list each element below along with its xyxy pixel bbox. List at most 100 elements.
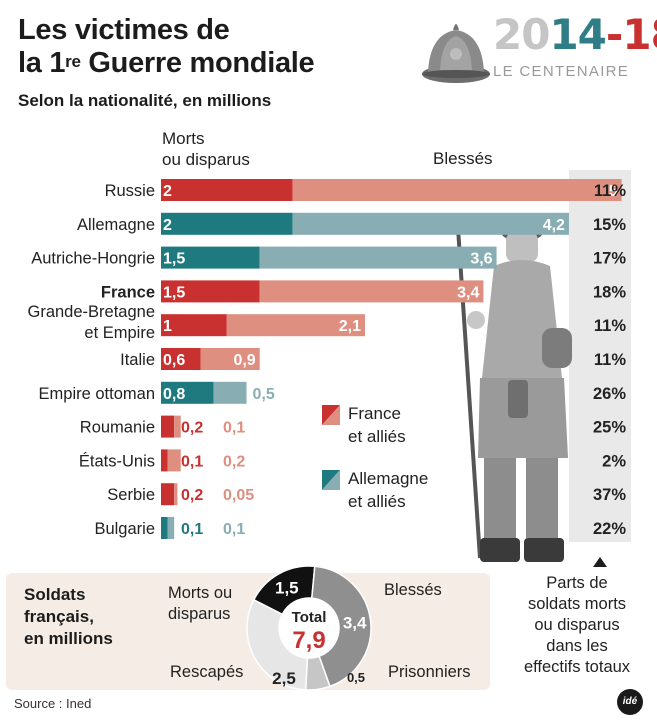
value-label-wounded: 3,6 [470,251,492,268]
donut-total-value: 7,9 [292,627,325,654]
percentage-label: 25% [593,419,626,437]
value-label-wounded: 0,1 [223,420,245,437]
legend-swatch-central [322,470,340,490]
donut-label-prisoners: Prisonniers [388,663,471,681]
category-label: Grande-Bretagne [28,303,156,321]
donut-label-dead-line: disparus [168,605,231,623]
percentage-label: 26% [593,385,626,403]
logo-tagline: LE CENTENAIRE [493,63,630,80]
value-label-wounded: 3,4 [457,284,479,301]
category-label: Autriche-Hongrie [31,250,155,268]
percentage-label: 11% [594,351,626,369]
bar-dead [161,348,201,370]
legend-swatch-allies [322,405,340,425]
bar-wounded [200,348,260,370]
victims-bar-chart: Russie Allemagne Autriche-Hongrie France Gra… [28,179,626,539]
chart-value-labels: 2 5 2 4,2 1,5 3,6 1,5 3,4 1 2,1 0,6 0,9 0,8 0,5 0,2 0,1… [163,183,618,538]
donut-label-dead-line: Morts ou [168,584,233,602]
category-label: France [101,283,155,301]
value-label-wounded: 0,9 [233,352,255,369]
value-label-dead: 1 [163,318,172,335]
panel-title-line: Soldats [24,585,86,604]
value-label-wounded: 2,1 [339,318,361,335]
donut-value-label: 0,5 [347,670,365,685]
bar-wounded [167,449,181,472]
value-label-dead: 0,2 [181,487,203,504]
category-label: Roumanie [80,419,155,437]
value-label-dead: 1,5 [163,284,185,301]
bar-dead [161,483,175,506]
panel-title-line: français, [24,607,94,626]
bar-dead [161,415,175,438]
title-line-2-start: la 1 [18,47,66,79]
category-label: Italie [120,351,155,369]
bar-dead [161,381,214,404]
value-label-dead: 0,1 [181,521,203,538]
value-label-dead: 0,8 [163,386,185,403]
helmet-icon [422,24,490,83]
value-label-wounded: 0,1 [223,521,245,538]
donut-segments [246,565,372,691]
logo-year-20: 20 [493,10,550,59]
percentage-label: 37% [593,486,626,504]
donut-label-wounded: Blessés [384,581,442,599]
page-title: Les victimes de la 1re Guerre mondiale [18,14,315,80]
bar-wounded [292,179,622,201]
value-label-wounded: 0,5 [253,386,275,403]
bar-wounded [226,314,365,337]
french-soldiers-title: Soldats français, en millions [24,584,113,650]
percent-caption-line: ou disparus [534,616,620,634]
value-label-dead: 1,5 [163,251,185,268]
legend-label-central: Allemagne et alliés [348,467,428,513]
percent-caption-line: Parts de [546,574,608,592]
value-label-dead: 0,1 [181,453,203,470]
donut-total-label: Total [292,609,327,626]
bar-wounded [292,212,569,235]
donut-label-survivors: Rescapés [170,663,244,681]
column-header-dead: Morts ou disparus [162,128,250,170]
bar-wounded [167,517,175,539]
value-label-dead: 2 [163,217,172,234]
bar-dead [161,314,227,337]
title-superscript: re [65,52,81,71]
bar-wounded [174,415,181,438]
logo-separator: - [605,10,623,59]
legend-central-line-2: et alliés [348,492,406,511]
percentage-label: 15% [593,216,626,234]
source-note: Source : Ined [14,696,92,711]
column-header-wounded: Blessés [433,149,493,168]
value-label-wounded: 5 [609,183,618,200]
legend-allies-line-1: France [348,404,401,423]
percentage-label: 22% [593,520,626,538]
bar-dead [161,280,260,303]
legend-central-line-1: Allemagne [348,469,429,488]
bar-wounded [259,280,484,303]
percentage-label: 11% [594,182,626,200]
panel-title-line: en millions [24,629,113,648]
percentage-label: 18% [593,283,626,301]
value-label-wounded: 0,05 [223,487,254,504]
percentage-label: 11% [594,317,626,335]
caret-up-icon [593,557,607,567]
column-header-dead-line-1: Morts [162,129,205,148]
column-header-dead-line-2: ou disparus [162,150,250,169]
legend-allies-line-2: et alliés [348,427,406,446]
logo-year-14: 14 [549,10,606,59]
donut-hole [279,598,339,658]
title-line-2: la 1re Guerre mondiale [18,47,315,80]
value-label-wounded: 0,2 [223,453,245,470]
bar-dead [161,212,293,235]
percentage-label: 17% [593,250,626,268]
french-soldiers-donut: Total 7,9 1,5 3,4 0,5 2,5 [246,565,372,691]
brand-logo: idé [617,689,643,715]
percent-strip [569,170,631,542]
donut-value-label: 1,5 [275,579,299,598]
bar-dead [161,179,293,201]
centenary-logo: 2014-18 [493,12,657,58]
category-label: Russie [105,182,155,200]
bar-dead [161,449,168,472]
legend-label-allies: France et alliés [348,402,406,448]
soldier-illustration-icon [456,218,572,562]
percent-caption: Parts de soldats morts ou disparus dans … [518,573,636,678]
percentage-label: 2% [602,452,626,470]
